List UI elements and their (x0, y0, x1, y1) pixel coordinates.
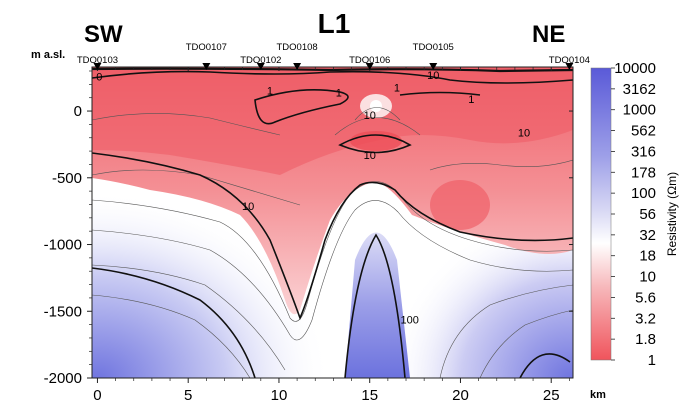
station-marker (293, 63, 302, 70)
y-tick-label: -1000 (44, 237, 82, 254)
contour-label: 1 (468, 94, 474, 106)
y-axis: 0 -500 -1000 -1500 -2000 (44, 70, 573, 387)
colorbar-tick-label: 5.6 (635, 289, 656, 306)
colorbar-tick-label: 10 (639, 269, 656, 286)
station-markers: TDO0103 TDO0107 TDO0102 TDO0108 TDO0106 TDO01… (77, 42, 590, 70)
contour-label: 1 (267, 85, 273, 97)
x-axis: 0 5 10 15 20 25 (93, 67, 570, 404)
topography-line (91, 67, 574, 73)
station-label: TDO0104 (549, 55, 590, 66)
colorbar-tick-label: 178 (631, 164, 656, 181)
x-axis-unit-label: km (590, 389, 606, 401)
contour-label: 10 (364, 110, 376, 122)
contour-label: 10 (364, 150, 376, 162)
contour-label: 1 (336, 87, 342, 99)
colorbar-tick-label: 100 (631, 185, 656, 202)
colorbar-label: Resistivity (Ωm) (665, 172, 679, 256)
colorbar-tick-label: 316 (631, 143, 656, 160)
contour-label: 100 (400, 314, 418, 326)
x-tick-label: 20 (452, 387, 469, 404)
colorbar-tick-label: 562 (631, 123, 656, 140)
station-label: TDO0105 (413, 42, 454, 53)
colorbar-tick-label: 1 (648, 352, 656, 369)
x-tick-label: 25 (543, 387, 560, 404)
plot-frame (91, 66, 574, 379)
colorbar-tick-label: 3162 (623, 81, 656, 98)
chart-title: L1 (318, 8, 351, 39)
station-label: TDO0103 (77, 55, 118, 66)
station-label: TDO0102 (240, 55, 281, 66)
colorbar (590, 67, 612, 361)
colorbar-tick-label: 32 (639, 227, 656, 244)
y-tick-label: 0 (74, 103, 82, 120)
y-tick-label: -500 (52, 170, 82, 187)
station-marker (256, 63, 265, 70)
station-label: TDO0106 (349, 55, 390, 66)
station-marker (429, 63, 438, 70)
station-label: TDO0107 (186, 42, 227, 53)
station-marker (365, 63, 374, 70)
left-direction-label: SW (84, 21, 123, 48)
station-marker (93, 63, 102, 70)
contour-lines-thick (92, 70, 573, 378)
y-axis-label: m a.sl. (31, 49, 65, 61)
contour-label: 10 (427, 70, 439, 82)
x-tick-label: 0 (93, 387, 101, 404)
colorbar-tick-label: 3.2 (635, 310, 656, 327)
x-tick-label: 5 (184, 387, 192, 404)
colorbar-ticks: 10000 3162 1000 562 316 178 100 56 32 18 10 5.6 3.2 1… (611, 60, 656, 369)
colorbar-tick-label: 10000 (614, 60, 656, 77)
x-tick-label: 10 (271, 387, 288, 404)
contour-label: 0 (96, 71, 102, 83)
x-tick-label: 15 (361, 387, 378, 404)
colorbar-tick-label: 1.8 (635, 331, 656, 348)
y-tick-label: -1500 (44, 303, 82, 320)
station-marker (202, 63, 211, 70)
resistivity-field: 0 1 1 1 1 10 10 10 10 10 100 (92, 67, 573, 378)
contour-labels: 0 1 1 1 1 10 10 10 10 10 100 (96, 70, 530, 326)
contour-label: 10 (518, 127, 530, 139)
colorbar-tick-label: 56 (639, 206, 656, 223)
contour-label: 1 (394, 83, 400, 95)
colorbar-tick-label: 1000 (623, 102, 656, 119)
contour-label: 10 (242, 201, 254, 213)
station-marker (565, 63, 574, 70)
colorbar-tick-label: 18 (639, 248, 656, 265)
station-label: TDO0108 (277, 42, 318, 53)
right-direction-label: NE (532, 21, 565, 48)
y-tick-label: -2000 (44, 370, 82, 387)
